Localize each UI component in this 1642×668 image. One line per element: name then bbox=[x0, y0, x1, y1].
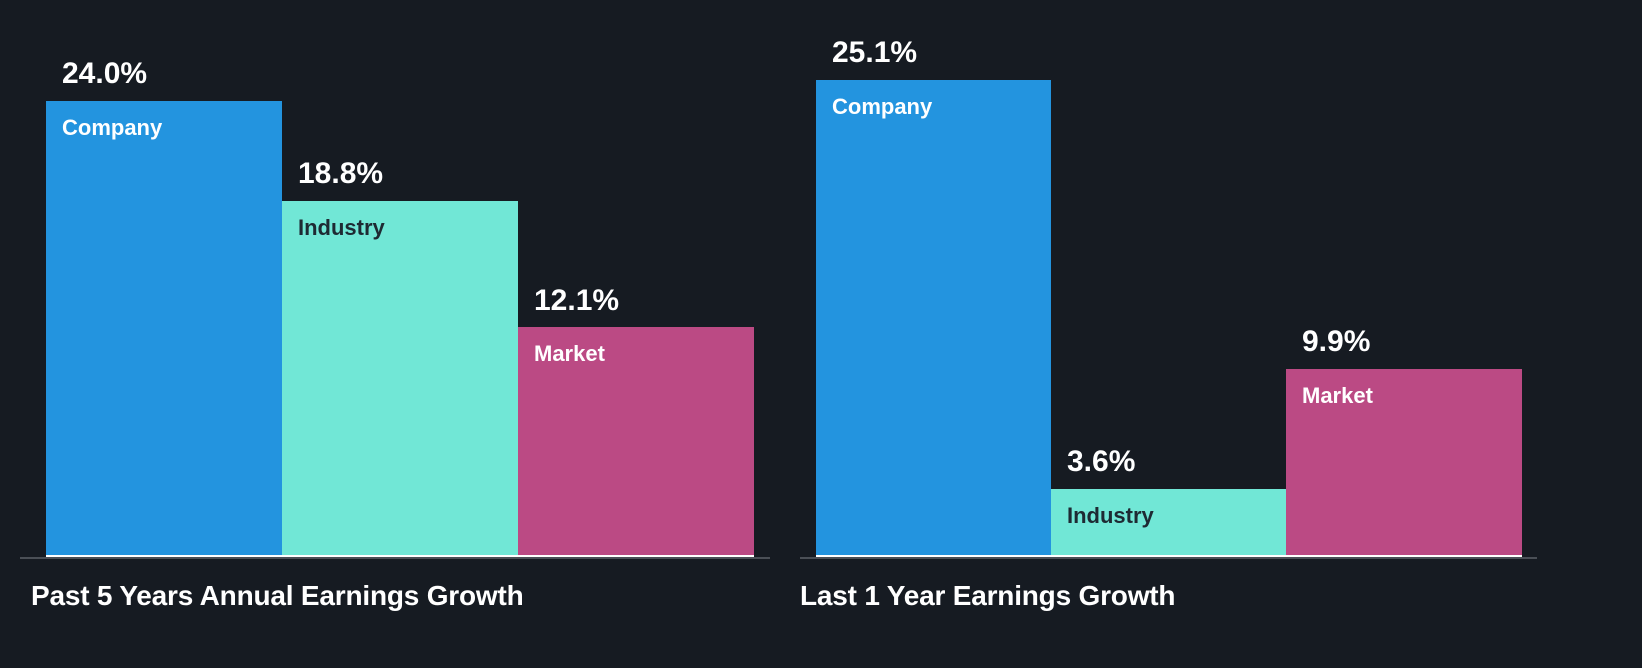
bar-industry: Industry bbox=[282, 201, 518, 557]
bar-value-industry: 3.6% bbox=[1067, 445, 1136, 478]
bar-baseline bbox=[816, 555, 1051, 557]
bar-baseline bbox=[282, 555, 518, 557]
bar-market: Market bbox=[1286, 369, 1522, 557]
bar-value-market: 12.1% bbox=[534, 284, 620, 317]
chart-title: Last 1 Year Earnings Growth bbox=[800, 580, 1176, 611]
bar-baseline bbox=[1286, 555, 1522, 557]
bar-market: Market bbox=[518, 327, 754, 557]
bar-value-market: 9.9% bbox=[1302, 325, 1371, 358]
bar-baseline bbox=[1051, 555, 1286, 557]
bar-label-market: Market bbox=[534, 341, 605, 366]
x-axis-line bbox=[20, 557, 770, 559]
bar-value-company: 25.1% bbox=[832, 36, 918, 69]
chart-title: Past 5 Years Annual Earnings Growth bbox=[31, 580, 524, 611]
bar-label-market: Market bbox=[1302, 383, 1373, 408]
bar-label-industry: Industry bbox=[298, 215, 385, 240]
bar-company: Company bbox=[816, 80, 1051, 557]
bar-value-company: 24.0% bbox=[62, 57, 148, 90]
x-axis-line bbox=[800, 557, 1537, 559]
bar-baseline bbox=[518, 555, 754, 557]
bar-value-industry: 18.8% bbox=[298, 157, 384, 190]
bar-label-company: Company bbox=[832, 94, 933, 119]
bar-company: Company bbox=[46, 101, 282, 557]
bar-baseline bbox=[46, 555, 282, 557]
bar-industry: Industry bbox=[1051, 489, 1286, 557]
bar-label-industry: Industry bbox=[1067, 503, 1154, 528]
bar-label-company: Company bbox=[62, 115, 163, 140]
chart-past-5-years: 24.0% Company 18.8% Industry 12.1% Marke… bbox=[0, 0, 800, 668]
